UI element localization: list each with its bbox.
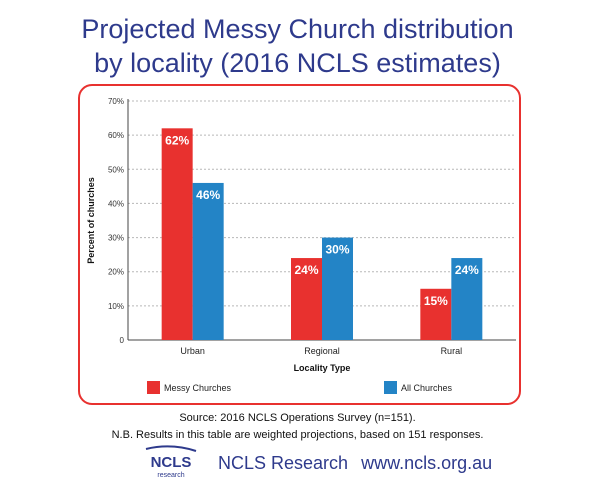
bar-all-churches xyxy=(192,182,224,340)
y-tick-label: 70% xyxy=(108,97,124,106)
chart-frame xyxy=(78,84,521,405)
legend-swatch xyxy=(147,381,160,394)
y-tick-label: 0 xyxy=(120,336,125,345)
brand-bar: NCLS research NCLS Research www.ncls.org… xyxy=(140,445,492,481)
x-tick-label: Urban xyxy=(180,346,205,356)
bar-messy-churches xyxy=(420,288,452,340)
bar-value-label: 24% xyxy=(294,263,318,277)
bar-messy-churches xyxy=(291,258,322,340)
y-tick-label: 50% xyxy=(108,165,124,174)
weighting-note: N.B. Results in this table are weighted … xyxy=(111,429,484,441)
ncls-logo: NCLS research xyxy=(145,445,197,479)
x-tick-label: Rural xyxy=(441,346,463,356)
chart-title-line-2: by locality (2016 NCLS estimates) xyxy=(94,48,501,78)
bar-value-label: 24% xyxy=(455,263,479,277)
chart-title-line-1: Projected Messy Church distribution xyxy=(81,14,514,44)
bar-messy-churches xyxy=(161,128,193,340)
y-tick-label: 60% xyxy=(108,131,124,140)
source-note: Source: 2016 NCLS Operations Survey (n=1… xyxy=(179,412,416,424)
y-tick-label: 20% xyxy=(108,268,124,277)
legend-swatch xyxy=(384,381,397,394)
bar-value-label: 15% xyxy=(424,294,448,308)
svg-text:NCLS: NCLS xyxy=(151,454,192,471)
y-tick-label: 40% xyxy=(108,199,124,208)
y-axis-title: Percent of churches xyxy=(86,177,96,264)
brand-url[interactable]: www.ncls.org.au xyxy=(361,453,493,473)
brand-name: NCLS Research xyxy=(218,453,349,473)
bar-value-label: 46% xyxy=(196,188,220,202)
svg-text:research: research xyxy=(157,472,184,479)
y-tick-label: 10% xyxy=(108,302,124,311)
legend-label: Messy Churches xyxy=(164,383,232,393)
bar-all-churches xyxy=(322,237,353,340)
bar-value-label: 30% xyxy=(325,243,349,257)
x-axis-title: Locality Type xyxy=(294,363,351,373)
y-tick-label: 30% xyxy=(108,234,124,243)
x-tick-label: Regional xyxy=(304,346,340,356)
legend-label: All Churches xyxy=(401,383,453,393)
bar-all-churches xyxy=(451,258,483,340)
bar-value-label: 62% xyxy=(165,133,189,147)
